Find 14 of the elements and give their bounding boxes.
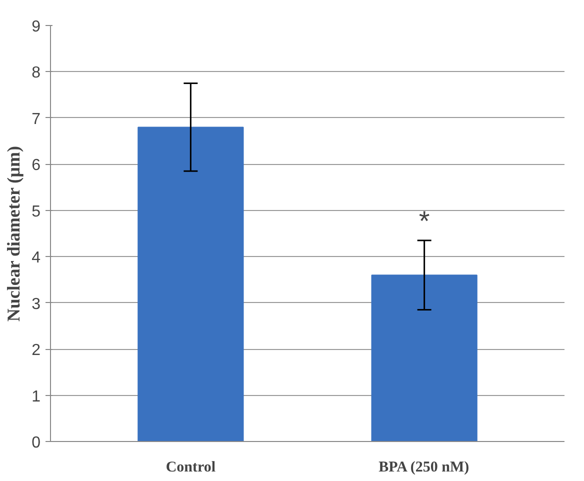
y-tick-label: 2	[32, 342, 41, 360]
y-tick-label: 5	[32, 203, 41, 220]
y-tick-label: 6	[32, 157, 41, 174]
y-tick-label: 9	[32, 18, 41, 36]
y-tick-label: 3	[32, 296, 41, 313]
y-axis-title: Nuclear diameter (µm)	[4, 146, 24, 322]
annotation: *	[418, 205, 430, 236]
y-tick-label: 0	[32, 434, 41, 452]
y-tick-label: 1	[32, 388, 41, 406]
y-tick-label: 4	[32, 250, 41, 267]
y-tick-label: 7	[32, 110, 41, 128]
y-tick-label: 8	[32, 64, 41, 82]
x-tick-label: Control	[166, 460, 216, 476]
x-tick-label: BPA (250 nM)	[378, 460, 470, 476]
